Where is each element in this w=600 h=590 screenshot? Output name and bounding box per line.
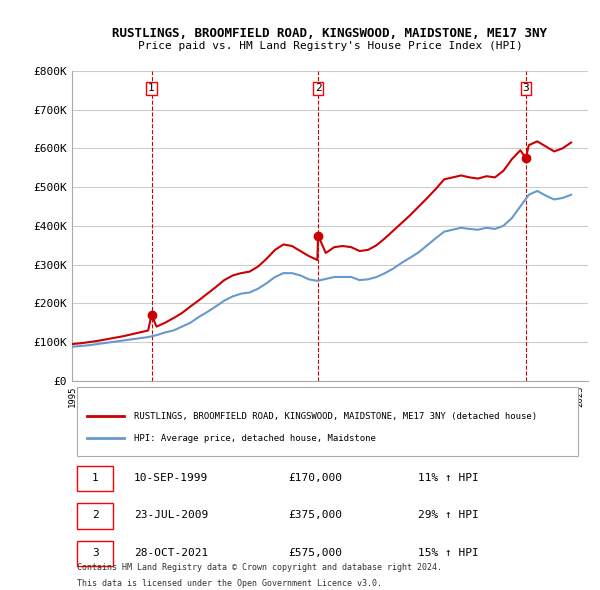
Text: Contains HM Land Registry data © Crown copyright and database right 2024.: Contains HM Land Registry data © Crown c…: [77, 563, 442, 572]
Text: 23-JUL-2009: 23-JUL-2009: [134, 510, 208, 520]
Text: This data is licensed under the Open Government Licence v3.0.: This data is licensed under the Open Gov…: [77, 579, 382, 588]
Text: HPI: Average price, detached house, Maidstone: HPI: Average price, detached house, Maid…: [134, 434, 376, 442]
Text: £375,000: £375,000: [289, 510, 343, 520]
Text: 3: 3: [92, 548, 98, 558]
FancyBboxPatch shape: [77, 387, 578, 456]
Text: Price paid vs. HM Land Registry's House Price Index (HPI): Price paid vs. HM Land Registry's House …: [137, 41, 523, 51]
Text: 29% ↑ HPI: 29% ↑ HPI: [418, 510, 478, 520]
Text: RUSTLINGS, BROOMFIELD ROAD, KINGSWOOD, MAIDSTONE, ME17 3NY (detached house): RUSTLINGS, BROOMFIELD ROAD, KINGSWOOD, M…: [134, 412, 537, 421]
FancyBboxPatch shape: [77, 503, 113, 529]
Text: 10-SEP-1999: 10-SEP-1999: [134, 473, 208, 483]
Text: 2: 2: [315, 83, 322, 93]
Text: 1: 1: [92, 473, 98, 483]
Text: 2: 2: [92, 510, 98, 520]
Text: 3: 3: [523, 83, 529, 93]
Text: 28-OCT-2021: 28-OCT-2021: [134, 548, 208, 558]
Text: 1: 1: [148, 83, 155, 93]
FancyBboxPatch shape: [77, 540, 113, 566]
Text: RUSTLINGS, BROOMFIELD ROAD, KINGSWOOD, MAIDSTONE, ME17 3NY: RUSTLINGS, BROOMFIELD ROAD, KINGSWOOD, M…: [113, 27, 548, 40]
Text: £170,000: £170,000: [289, 473, 343, 483]
Text: 11% ↑ HPI: 11% ↑ HPI: [418, 473, 478, 483]
Text: £575,000: £575,000: [289, 548, 343, 558]
FancyBboxPatch shape: [77, 466, 113, 491]
Text: 15% ↑ HPI: 15% ↑ HPI: [418, 548, 478, 558]
